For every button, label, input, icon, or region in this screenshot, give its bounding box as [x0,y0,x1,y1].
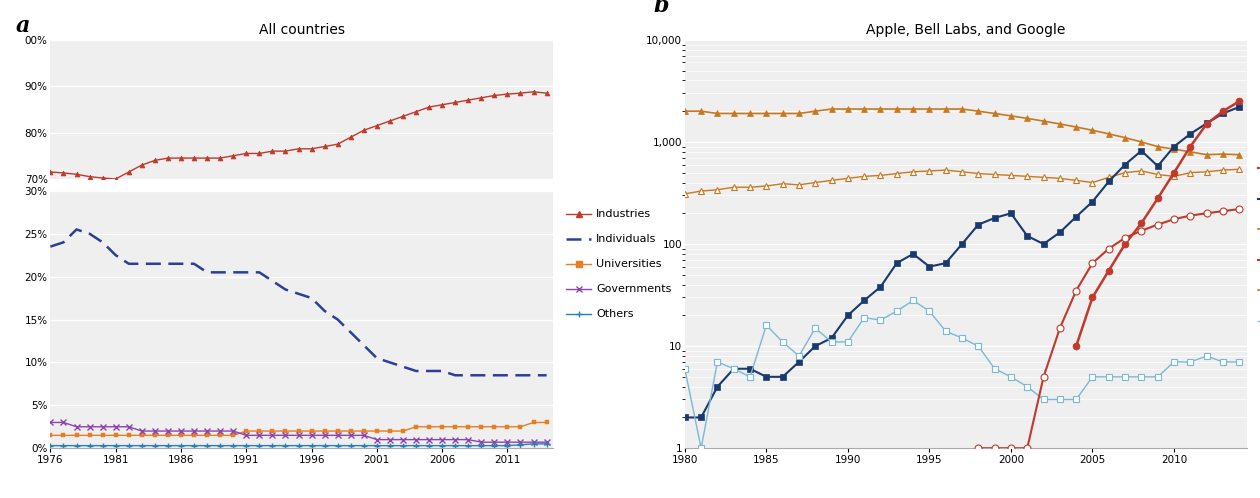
Title: Apple, Bell Labs, and Google: Apple, Bell Labs, and Google [867,23,1066,37]
Title: All countries: All countries [258,23,345,37]
Text: b: b [654,0,669,17]
Text: a: a [15,15,29,37]
Legend: Industries, Individuals, Universities, Governments, Others: Industries, Individuals, Universities, G… [566,210,672,319]
Legend: Google -
patents, Apple -
patents, Bell Labs -
patents, Google -
papers, Bell La: Google - patents, Apple - patents, Bell … [1259,157,1260,331]
